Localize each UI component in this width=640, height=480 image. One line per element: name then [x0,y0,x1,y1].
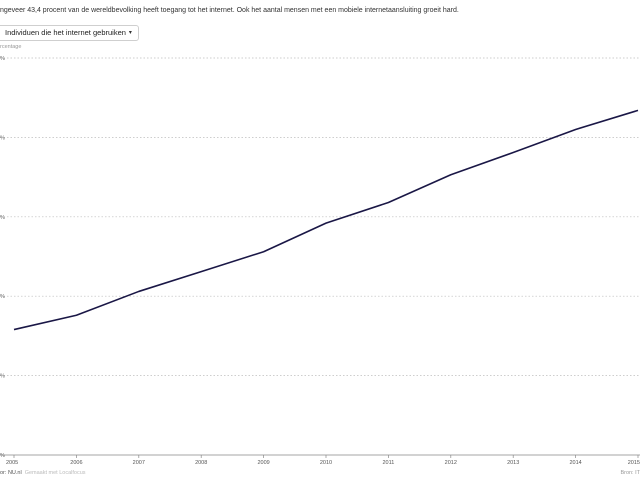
dropdown-label: Individuen die het internet gebruiken [5,28,126,37]
y-tick-label: % [0,215,5,221]
grid-lines [0,57,640,456]
y-tick-labels: %%%%%% [0,56,5,459]
y-tick-label: % [0,56,5,62]
x-tick-labels: 2005 2006 2007 2008 2009 2010 2011 2012 2013 2014… [6,455,640,466]
x-tick-label: 2009 [257,460,269,466]
x-tick-label: 2005 [6,460,18,466]
series-layer [13,109,639,331]
indicator-dropdown[interactable]: Individuen die het internet gebruiken ▾ [0,25,139,41]
series-line [13,109,639,331]
chart-subtitle: ngeveer 43,4 procent van de wereldbevolk… [0,7,459,14]
y-tick-label: % [0,135,5,141]
y-tick-label: % [0,453,5,459]
y-tick-label: % [0,374,5,380]
x-tick-label: 2008 [195,460,207,466]
y-tick-label: % [0,294,5,300]
x-tick-label: 2015 [628,460,640,466]
footer-source: or: NU.nl [0,470,22,476]
chevron-down-icon: ▾ [128,30,132,36]
x-tick-label: 2010 [320,460,332,466]
x-tick-label: 2014 [569,460,581,466]
x-tick-label: 2013 [507,460,519,466]
footer-made-with: Gemaakt met Localfocus [24,470,86,476]
x-tick-label: 2011 [382,460,394,466]
x-tick-label: 2006 [70,460,82,466]
footer-bron: Bron: IT [620,470,640,476]
y-unit-label: rcentage [0,44,22,50]
footer-credits: or: NU.nl Gemaakt met Localfocus [0,470,86,476]
x-tick-label: 2007 [133,460,145,466]
x-tick-label: 2012 [445,460,457,466]
